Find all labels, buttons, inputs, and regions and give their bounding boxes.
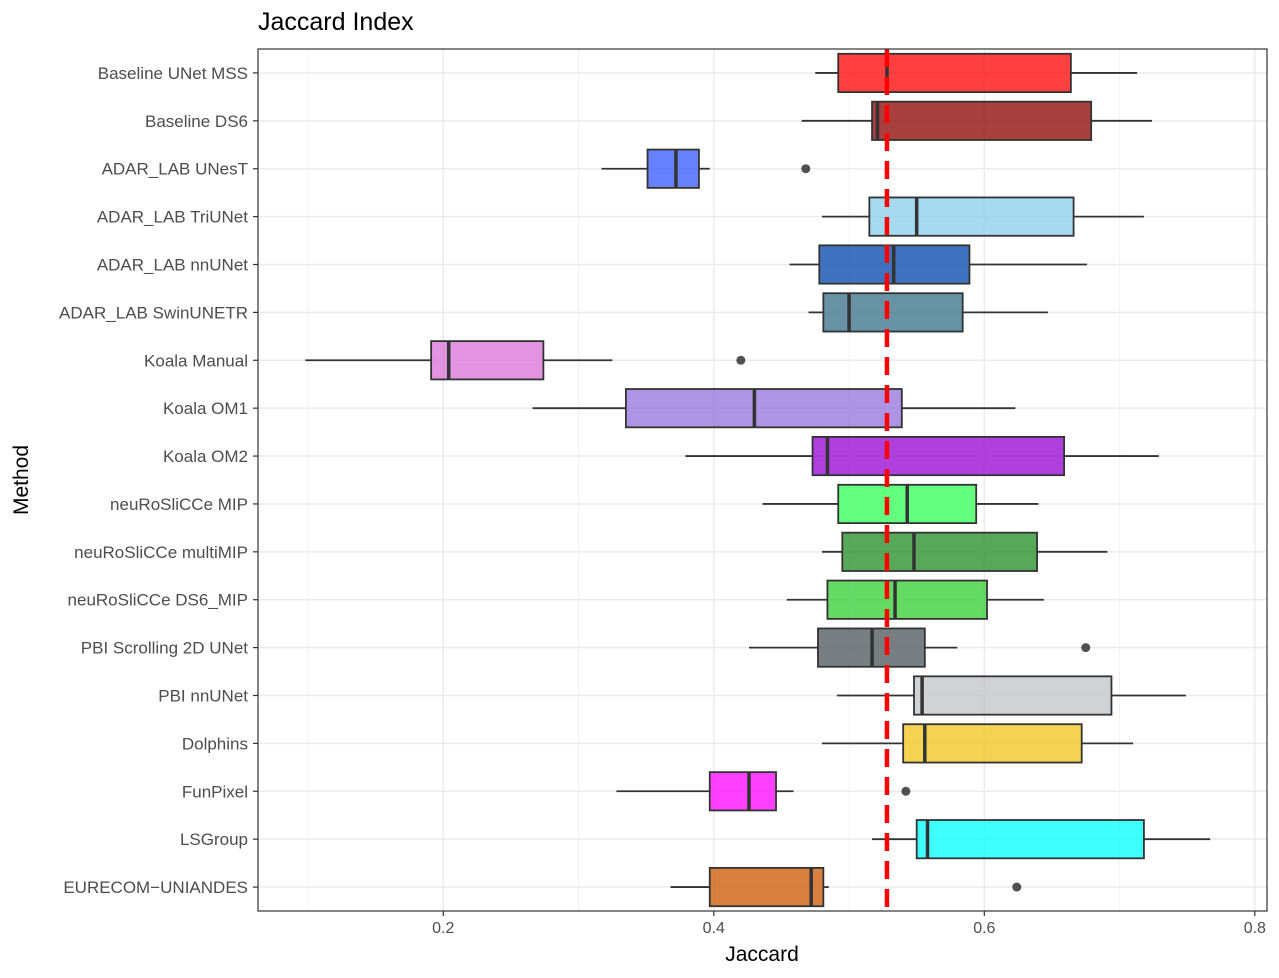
y-tick-label: PBI nnUNet: [158, 687, 248, 706]
box-13: [836, 675, 1186, 716]
y-tick-label: ADAR_LAB UNesT: [102, 160, 248, 179]
x-tick-label: 0.6: [973, 920, 995, 937]
box-rect: [826, 579, 988, 620]
x-tick-label: 0.2: [432, 920, 454, 937]
grid-lines: [258, 49, 1267, 911]
box-17: [670, 867, 1022, 908]
box-rect: [868, 196, 1075, 237]
box-10: [822, 531, 1108, 572]
box-0: [815, 52, 1138, 93]
box-8: [685, 435, 1159, 477]
box-5: [808, 292, 1048, 333]
y-tick-label: Koala Manual: [144, 351, 248, 370]
box-9: [762, 483, 1039, 524]
y-tick-label: Dolphins: [182, 734, 248, 753]
box-rect: [837, 52, 1072, 93]
box-rect: [913, 675, 1113, 716]
y-tick-label: neuRoSliCCe MIP: [110, 495, 248, 514]
box-14: [822, 723, 1134, 764]
y-tick-label: ADAR_LAB TriUNet: [97, 208, 248, 227]
box-rect: [624, 388, 903, 429]
y-tick-label: Baseline UNet MSS: [98, 64, 248, 83]
y-tick-label: neuRoSliCCe multiMIP: [74, 543, 248, 562]
box-rect: [871, 100, 1093, 141]
y-tick-labels: Baseline UNet MSS Baseline DS6 ADAR_LAB UN…: [59, 64, 258, 897]
box-3: [822, 196, 1144, 237]
box-rect: [708, 771, 777, 812]
box-rect: [811, 435, 1066, 477]
y-tick-label: Koala OM2: [163, 447, 248, 466]
x-tick-labels: 0.2 0.4 0.6 0.8: [432, 911, 1266, 937]
outlier-point: [1081, 643, 1091, 653]
outlier-point: [1012, 882, 1022, 892]
y-tick-label: Koala OM1: [163, 399, 248, 418]
box-rect: [915, 819, 1145, 860]
outlier-point: [901, 786, 911, 796]
box-rect: [902, 723, 1083, 764]
box-16: [872, 819, 1211, 860]
box-4: [789, 244, 1088, 285]
y-axis-title: Method: [10, 445, 33, 515]
box-rect: [646, 148, 700, 189]
box-15: [616, 771, 911, 812]
outlier-point: [801, 164, 811, 174]
plot-panel: [258, 49, 1267, 911]
box-rect: [841, 531, 1038, 572]
box-rect: [708, 867, 825, 908]
y-tick-label: LSGroup: [180, 830, 248, 849]
y-tick-label: FunPixel: [182, 782, 248, 801]
box-7: [532, 388, 1016, 429]
x-axis-title: Jaccard: [725, 943, 799, 966]
y-tick-label: neuRoSliCCe DS6_MIP: [68, 591, 248, 610]
x-tick-label: 0.4: [703, 920, 725, 937]
box-6: [305, 340, 746, 381]
x-tick-label: 0.8: [1244, 920, 1266, 937]
box-11: [786, 579, 1044, 620]
outlier-point: [736, 355, 746, 365]
box-rect: [822, 292, 964, 333]
box-12: [748, 627, 1091, 668]
y-tick-label: EURECOM−UNIANDES: [63, 878, 248, 897]
chart-title: Jaccard Index: [258, 8, 414, 36]
box-layer: [305, 49, 1211, 911]
y-tick-label: PBI Scrolling 2D UNet: [81, 639, 249, 658]
y-tick-label: ADAR_LAB nnUNet: [97, 256, 248, 275]
y-tick-label: ADAR_LAB SwinUNETR: [59, 303, 248, 322]
y-tick-label: Baseline DS6: [145, 112, 248, 131]
box-2: [601, 148, 811, 189]
box-1: [801, 100, 1153, 141]
plot-border: [257, 48, 1268, 912]
